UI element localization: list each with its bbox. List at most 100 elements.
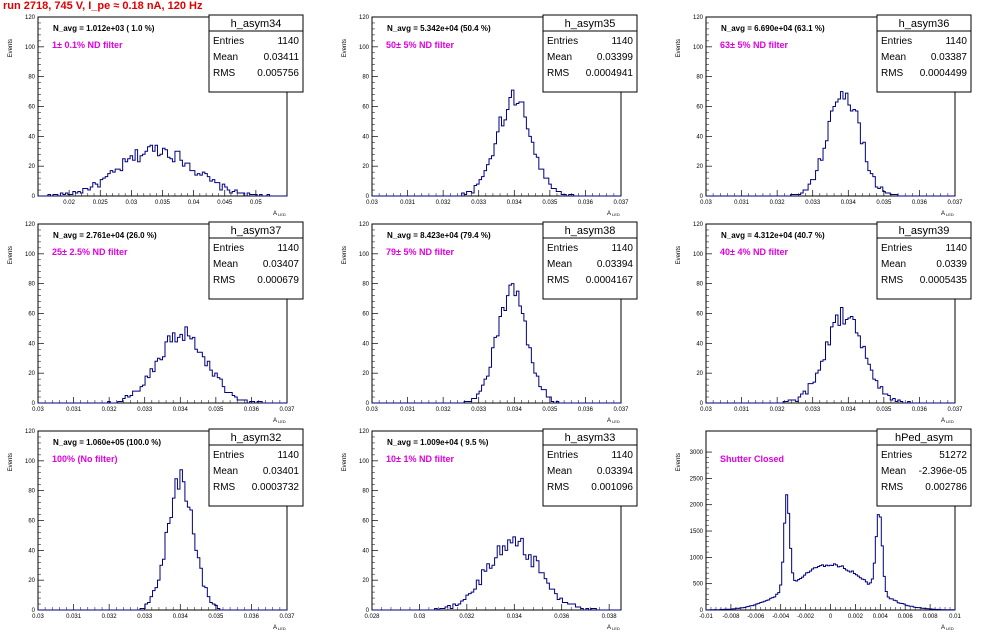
x-axis-title: ALED: [273, 211, 286, 217]
x-tick-label: 0.037: [279, 407, 295, 413]
x-tick-label: 0.032: [102, 407, 118, 413]
x-tick-label: 0.03: [32, 614, 44, 620]
x-axis-title-sub: LED: [612, 212, 620, 217]
x-axis-title: ALED: [941, 625, 954, 631]
stats-box: [208, 221, 304, 300]
x-tick-label: 0.03: [32, 407, 44, 413]
x-axis-title-main: A: [941, 418, 945, 424]
x-tick-label: 0.038: [602, 614, 618, 620]
stats-label-mean: Mean: [547, 466, 572, 477]
x-tick-label: 0.031: [66, 614, 82, 620]
stats-label-mean: Mean: [213, 259, 238, 270]
y-tick-label: 0: [32, 608, 36, 614]
stats-value-entries: 1140: [277, 36, 299, 47]
x-tick-label: 0.03: [366, 407, 378, 413]
x-tick-label: 0.033: [137, 614, 153, 620]
x-axis-title-sub: LED: [946, 626, 954, 631]
x-tick-label: 0.033: [471, 407, 487, 413]
stats-value-entries: 1140: [611, 450, 633, 461]
stats-value-mean: 0.03394: [597, 259, 634, 270]
stats-label-entries: Entries: [547, 36, 578, 47]
stats-box: [542, 14, 638, 93]
x-tick-label: 0.037: [947, 200, 963, 206]
y-tick-label: 20: [28, 371, 35, 377]
stats-label-mean: Mean: [547, 259, 572, 270]
x-tick-label: 0: [829, 614, 833, 620]
x-tick-label: 0.032: [436, 407, 452, 413]
stats-box: [876, 428, 972, 507]
x-tick-label: 0.04: [188, 200, 200, 206]
stats-value-mean: 0.03387: [931, 52, 968, 63]
stats-box: [542, 221, 638, 300]
x-tick-label: 0.032: [459, 614, 475, 620]
y-tick-label: 1000: [690, 555, 704, 561]
filter-label: 40± 4% ND filter: [720, 247, 788, 257]
y-axis-title: Events: [8, 453, 14, 471]
histogram-line: [706, 91, 955, 197]
navg-label: N_avg = 8.423e+04 (79.4 %): [387, 231, 491, 240]
y-tick-label: 100: [359, 459, 370, 465]
histogram-panel-h_asym35: Events 0 20 40 60 80 100 120 0.03 0.031 0.032 0.033…: [334, 14, 662, 219]
x-tick-label: 0.01: [949, 614, 961, 620]
x-tick-label: 0.036: [912, 200, 928, 206]
filter-label: 1± 0.1% ND filter: [52, 40, 123, 50]
y-tick-label: 100: [693, 45, 704, 51]
x-tick-label: 0.034: [173, 614, 189, 620]
x-tick-label: 0.02: [63, 200, 75, 206]
x-tick-label: 0.036: [244, 614, 260, 620]
y-axis-title: Events: [342, 39, 348, 57]
y-tick-label: 120: [25, 15, 36, 21]
histogram-panel-h_asym33: Events 0 20 40 60 80 100 120 0.028 0.03 0.032 0.034…: [334, 428, 662, 633]
y-tick-label: 20: [362, 371, 369, 377]
x-tick-label: 0.031: [66, 407, 82, 413]
x-axis-title-sub: LED: [612, 626, 620, 631]
x-tick-label: 0.002: [848, 614, 864, 620]
x-tick-label: 0.034: [841, 200, 857, 206]
x-tick-label: 0.037: [279, 614, 295, 620]
stats-label-entries: Entries: [881, 450, 912, 461]
histogram-svg-h_asym37: Events 0 20 40 60 80 100 120 0.03 0.031 0.032 0.033…: [8, 221, 304, 424]
histogram-line: [38, 469, 287, 611]
histogram-panel-h_asym32: Events 0 20 40 60 80 100 120 0.03 0.031 0.032 0.033…: [0, 428, 328, 633]
stats-value-entries: 51272: [939, 450, 967, 461]
x-tick-label: 0.05: [250, 200, 262, 206]
navg-label: N_avg = 2.761e+04 (26.0 %): [53, 231, 157, 240]
y-tick-label: 60: [362, 519, 369, 525]
x-tick-label: 0.033: [471, 200, 487, 206]
y-tick-label: 100: [693, 252, 704, 258]
x-axis-title-sub: LED: [612, 419, 620, 424]
stats-value-entries: 1140: [611, 243, 633, 254]
y-axis-title: Events: [676, 246, 682, 264]
stats-label-rms: RMS: [881, 275, 904, 286]
stats-label-mean: Mean: [881, 52, 906, 63]
filter-label: Shutter Closed: [720, 454, 784, 464]
x-axis-title: ALED: [607, 625, 620, 631]
stats-value-rms: 0.000679: [257, 275, 299, 286]
stats-label-rms: RMS: [547, 68, 570, 79]
y-axis-title: Events: [342, 453, 348, 471]
y-tick-label: 40: [28, 548, 35, 554]
x-tick-label: 0.031: [734, 200, 750, 206]
x-tick-label: 0.03: [126, 200, 138, 206]
stats-histogram-name: h_asym35: [565, 18, 616, 30]
y-tick-label: 20: [28, 164, 35, 170]
y-tick-label: 20: [28, 578, 35, 584]
x-tick-label: 0.032: [436, 200, 452, 206]
histogram-line: [38, 144, 287, 197]
stats-value-rms: 0.0004499: [920, 68, 968, 79]
x-tick-label: 0.035: [208, 614, 224, 620]
histogram-svg-h_asym39: Events 0 20 40 60 80 100 120 0.03 0.031 0.032 0.033…: [676, 221, 972, 424]
x-axis-title-main: A: [941, 211, 945, 217]
x-tick-label: 0.036: [578, 200, 594, 206]
x-tick-label: 0.035: [208, 407, 224, 413]
stats-label-entries: Entries: [213, 36, 244, 47]
y-tick-label: 80: [362, 75, 369, 81]
y-tick-label: 0: [366, 194, 370, 200]
x-tick-label: 0.034: [507, 200, 523, 206]
y-tick-label: 0: [700, 401, 704, 407]
stats-value-rms: 0.0005435: [920, 275, 968, 286]
stats-histogram-name: h_asym33: [565, 432, 616, 444]
x-tick-label: 0.034: [507, 614, 523, 620]
stats-label-mean: Mean: [213, 52, 238, 63]
x-tick-label: -0.002: [797, 614, 815, 620]
